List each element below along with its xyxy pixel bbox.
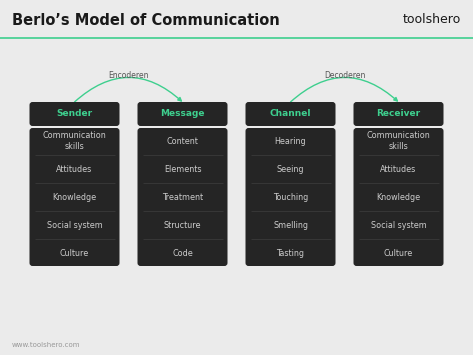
Text: Berlo’s Model of Communication: Berlo’s Model of Communication <box>12 13 280 28</box>
Text: Sender: Sender <box>56 109 93 119</box>
Text: Knowledge: Knowledge <box>377 192 420 202</box>
Text: Treatment: Treatment <box>162 192 203 202</box>
Text: Social system: Social system <box>371 220 426 229</box>
Text: Tasting: Tasting <box>277 248 305 257</box>
Text: Smelling: Smelling <box>273 220 308 229</box>
Text: www.toolshero.com: www.toolshero.com <box>12 342 80 348</box>
Text: Decoderen: Decoderen <box>324 71 365 80</box>
Text: Communication
skills: Communication skills <box>367 131 430 151</box>
FancyBboxPatch shape <box>138 102 228 126</box>
Text: Channel: Channel <box>270 109 311 119</box>
FancyBboxPatch shape <box>138 128 228 266</box>
Text: Attitudes: Attitudes <box>380 164 417 174</box>
Text: Culture: Culture <box>384 248 413 257</box>
Text: Seeing: Seeing <box>277 164 304 174</box>
FancyArrowPatch shape <box>290 77 397 102</box>
FancyBboxPatch shape <box>353 102 444 126</box>
Text: Receiver: Receiver <box>377 109 420 119</box>
Text: Knowledge: Knowledge <box>53 192 96 202</box>
Text: Structure: Structure <box>164 220 201 229</box>
Text: Hearing: Hearing <box>275 137 307 146</box>
FancyBboxPatch shape <box>245 102 335 126</box>
Text: Elements: Elements <box>164 164 201 174</box>
Text: Communication
skills: Communication skills <box>43 131 106 151</box>
Text: Attitudes: Attitudes <box>56 164 93 174</box>
Text: toolshero: toolshero <box>403 13 461 26</box>
Text: Encoderen: Encoderen <box>108 71 149 80</box>
Text: Content: Content <box>166 137 199 146</box>
FancyBboxPatch shape <box>29 102 120 126</box>
Text: Code: Code <box>172 248 193 257</box>
Text: Culture: Culture <box>60 248 89 257</box>
Text: Message: Message <box>160 109 205 119</box>
FancyBboxPatch shape <box>353 128 444 266</box>
FancyArrowPatch shape <box>75 77 181 102</box>
Text: Social system: Social system <box>47 220 102 229</box>
FancyBboxPatch shape <box>245 128 335 266</box>
FancyBboxPatch shape <box>29 128 120 266</box>
Text: Touching: Touching <box>273 192 308 202</box>
